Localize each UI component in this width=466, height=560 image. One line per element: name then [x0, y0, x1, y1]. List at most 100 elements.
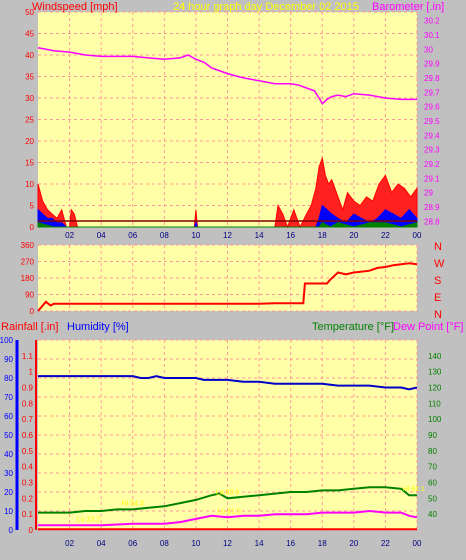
rain-tick-label: 0 — [29, 526, 34, 535]
rainfall-title: Rainfall [.in] — [1, 321, 58, 333]
wind-time-tick-label: 22 — [381, 231, 390, 240]
wind-tick-label: 0 — [30, 223, 35, 232]
wind-tick-label: 50 — [25, 8, 34, 17]
barometer-tick-label: 29.1 — [424, 174, 440, 183]
wind-time-tick-label: 06 — [128, 231, 137, 240]
wind-time-ticks: 02 04 06 08 10 12 14 16 18 20 22 00 — [65, 231, 422, 240]
humidity-tick-label: 60 — [4, 412, 13, 421]
temperature-time-tick-label: 16 — [286, 539, 295, 548]
compass-label: E — [434, 292, 441, 304]
rain-tick-label: 0.5 — [22, 447, 34, 456]
rain-tick-label: 0.2 — [22, 494, 34, 503]
wind-series — [37, 47, 418, 229]
barometer-title: Barometer [.in] — [372, 1, 444, 13]
wind-time-tick-label: 14 — [255, 231, 264, 240]
temperature-line — [38, 486, 417, 514]
barometer-tick-label: 29.5 — [424, 117, 440, 126]
temperature-tick-label: 120 — [428, 384, 442, 393]
barometer-tick-label: 29.9 — [424, 60, 440, 69]
wind-tick-label: 30 — [25, 94, 34, 103]
barometer-tick-label: 29.2 — [424, 160, 440, 169]
humidity-tick-label: 90 — [4, 355, 13, 364]
direction-tick-label: 270 — [21, 258, 35, 267]
humidity-tick-label: 50 — [4, 431, 13, 440]
temperature-time-tick-label: 18 — [318, 539, 327, 548]
barometer-axis-ticks: 28.8 28.9 29 29.1 29.2 29.3 29.4 29.5 29.6 29.7 29… — [424, 17, 440, 227]
temperature-time-tick-label: 20 — [349, 539, 358, 548]
wind-time-tick-label: 04 — [97, 231, 106, 240]
hilo-label: Hi 54.3 — [122, 500, 144, 507]
compass-label: S — [434, 275, 441, 287]
barometer-line — [37, 47, 417, 105]
rain-tick-label: 1.1 — [22, 352, 34, 361]
wind-time-tick-label: 02 — [65, 231, 74, 240]
temperature-title: Temperature [°F] — [312, 321, 394, 333]
temperature-time-tick-label: 08 — [160, 539, 169, 548]
compass-label: N — [434, 241, 442, 253]
temperature-tick-label: 90 — [428, 431, 437, 440]
direction-tick-label: 180 — [21, 274, 35, 283]
wind-tick-label: 35 — [25, 73, 34, 82]
wind-tick-label: 5 — [30, 202, 35, 211]
wind-plot-area — [38, 12, 417, 227]
temperature-time-tick-label: 14 — [255, 539, 264, 548]
temperature-time-tick-label: 00 — [413, 539, 422, 548]
direction-axis-ticks: 360 270 180 90 0 — [21, 241, 35, 316]
wind-tick-label: 10 — [25, 180, 34, 189]
temperature-tick-label: 60 — [428, 479, 437, 488]
temperature-humidity-panel: 010203040506070809010000.10.20.30.40.50.… — [0, 321, 463, 548]
wind-time-tick-label: 20 — [349, 231, 358, 240]
humidity-line — [38, 375, 418, 391]
temperature-axis-ticks: 0 10 20 30 40 50 60 70 80 90 100 0 0.1 0.2 0.3 0.4 0.5 0.… — [0, 336, 442, 535]
direction-tick-label: 90 — [25, 291, 34, 300]
wind-time-tick-label: 00 — [413, 231, 422, 240]
wind-direction-line — [37, 262, 418, 312]
temperature-time-tick-label: 12 — [223, 539, 232, 548]
rain-tick-label: 0.7 — [22, 415, 34, 424]
wind-low-area — [37, 222, 418, 228]
barometer-tick-label: 28.9 — [424, 203, 440, 212]
barometer-tick-label: 30.2 — [424, 17, 440, 26]
rain-tick-label: 0.1 — [22, 510, 34, 519]
barometer-tick-label: 30.1 — [424, 31, 440, 40]
barometer-tick-label: 29.8 — [424, 74, 440, 83]
direction-tick-label: 360 — [21, 241, 35, 250]
wind-time-tick-label: 16 — [286, 231, 295, 240]
hilo-labels: Lo 33.2 Hi 54.3 Lo 41.0 Lo 63.9 Hi 62.1 — [77, 486, 425, 523]
wind-time-tick-label: 18 — [318, 231, 327, 240]
rain-tick-label: 0.8 — [22, 399, 34, 408]
humidity-tick-label: 0 — [9, 526, 14, 535]
direction-grid — [38, 244, 418, 312]
barometer-tick-label: 28.8 — [424, 217, 440, 226]
hilo-label: Hi 62.1 — [403, 486, 425, 493]
temperature-tick-label: 130 — [428, 368, 442, 377]
rain-tick-label: 0.6 — [22, 431, 34, 440]
wind-axis-ticks: 0 5 10 15 20 25 30 35 40 45 50 — [25, 8, 34, 232]
wind-tick-label: 25 — [25, 116, 34, 125]
compass-label: W — [434, 258, 445, 270]
wind-time-tick-label: 08 — [160, 231, 169, 240]
humidity-tick-label: 20 — [4, 488, 13, 497]
hilo-label: Lo 33.2 — [77, 516, 100, 523]
temperature-time-ticks: 02 04 06 08 10 12 14 16 18 20 22 00 — [65, 539, 422, 548]
humidity-tick-label: 70 — [4, 393, 13, 402]
hilo-label: Lo 63.9 — [216, 489, 239, 496]
compass-label: N — [434, 309, 442, 321]
wind-tick-label: 40 — [25, 51, 34, 60]
temperature-time-tick-label: 02 — [65, 539, 74, 548]
barometer-tick-label: 29.4 — [424, 131, 440, 140]
barometer-tick-label: 29 — [424, 189, 433, 198]
direction-series — [37, 262, 418, 312]
temperature-tick-label: 100 — [428, 415, 442, 424]
humidity-tick-label: 40 — [4, 450, 13, 459]
wind-time-tick-label: 10 — [191, 231, 200, 240]
barometer-tick-label: 29.6 — [424, 103, 440, 112]
hilo-label: Lo 41.0 — [217, 508, 240, 515]
rain-tick-label: 0.3 — [22, 479, 34, 488]
rain-tick-label: 1 — [29, 368, 34, 377]
direction-tick-label: 0 — [30, 307, 35, 316]
